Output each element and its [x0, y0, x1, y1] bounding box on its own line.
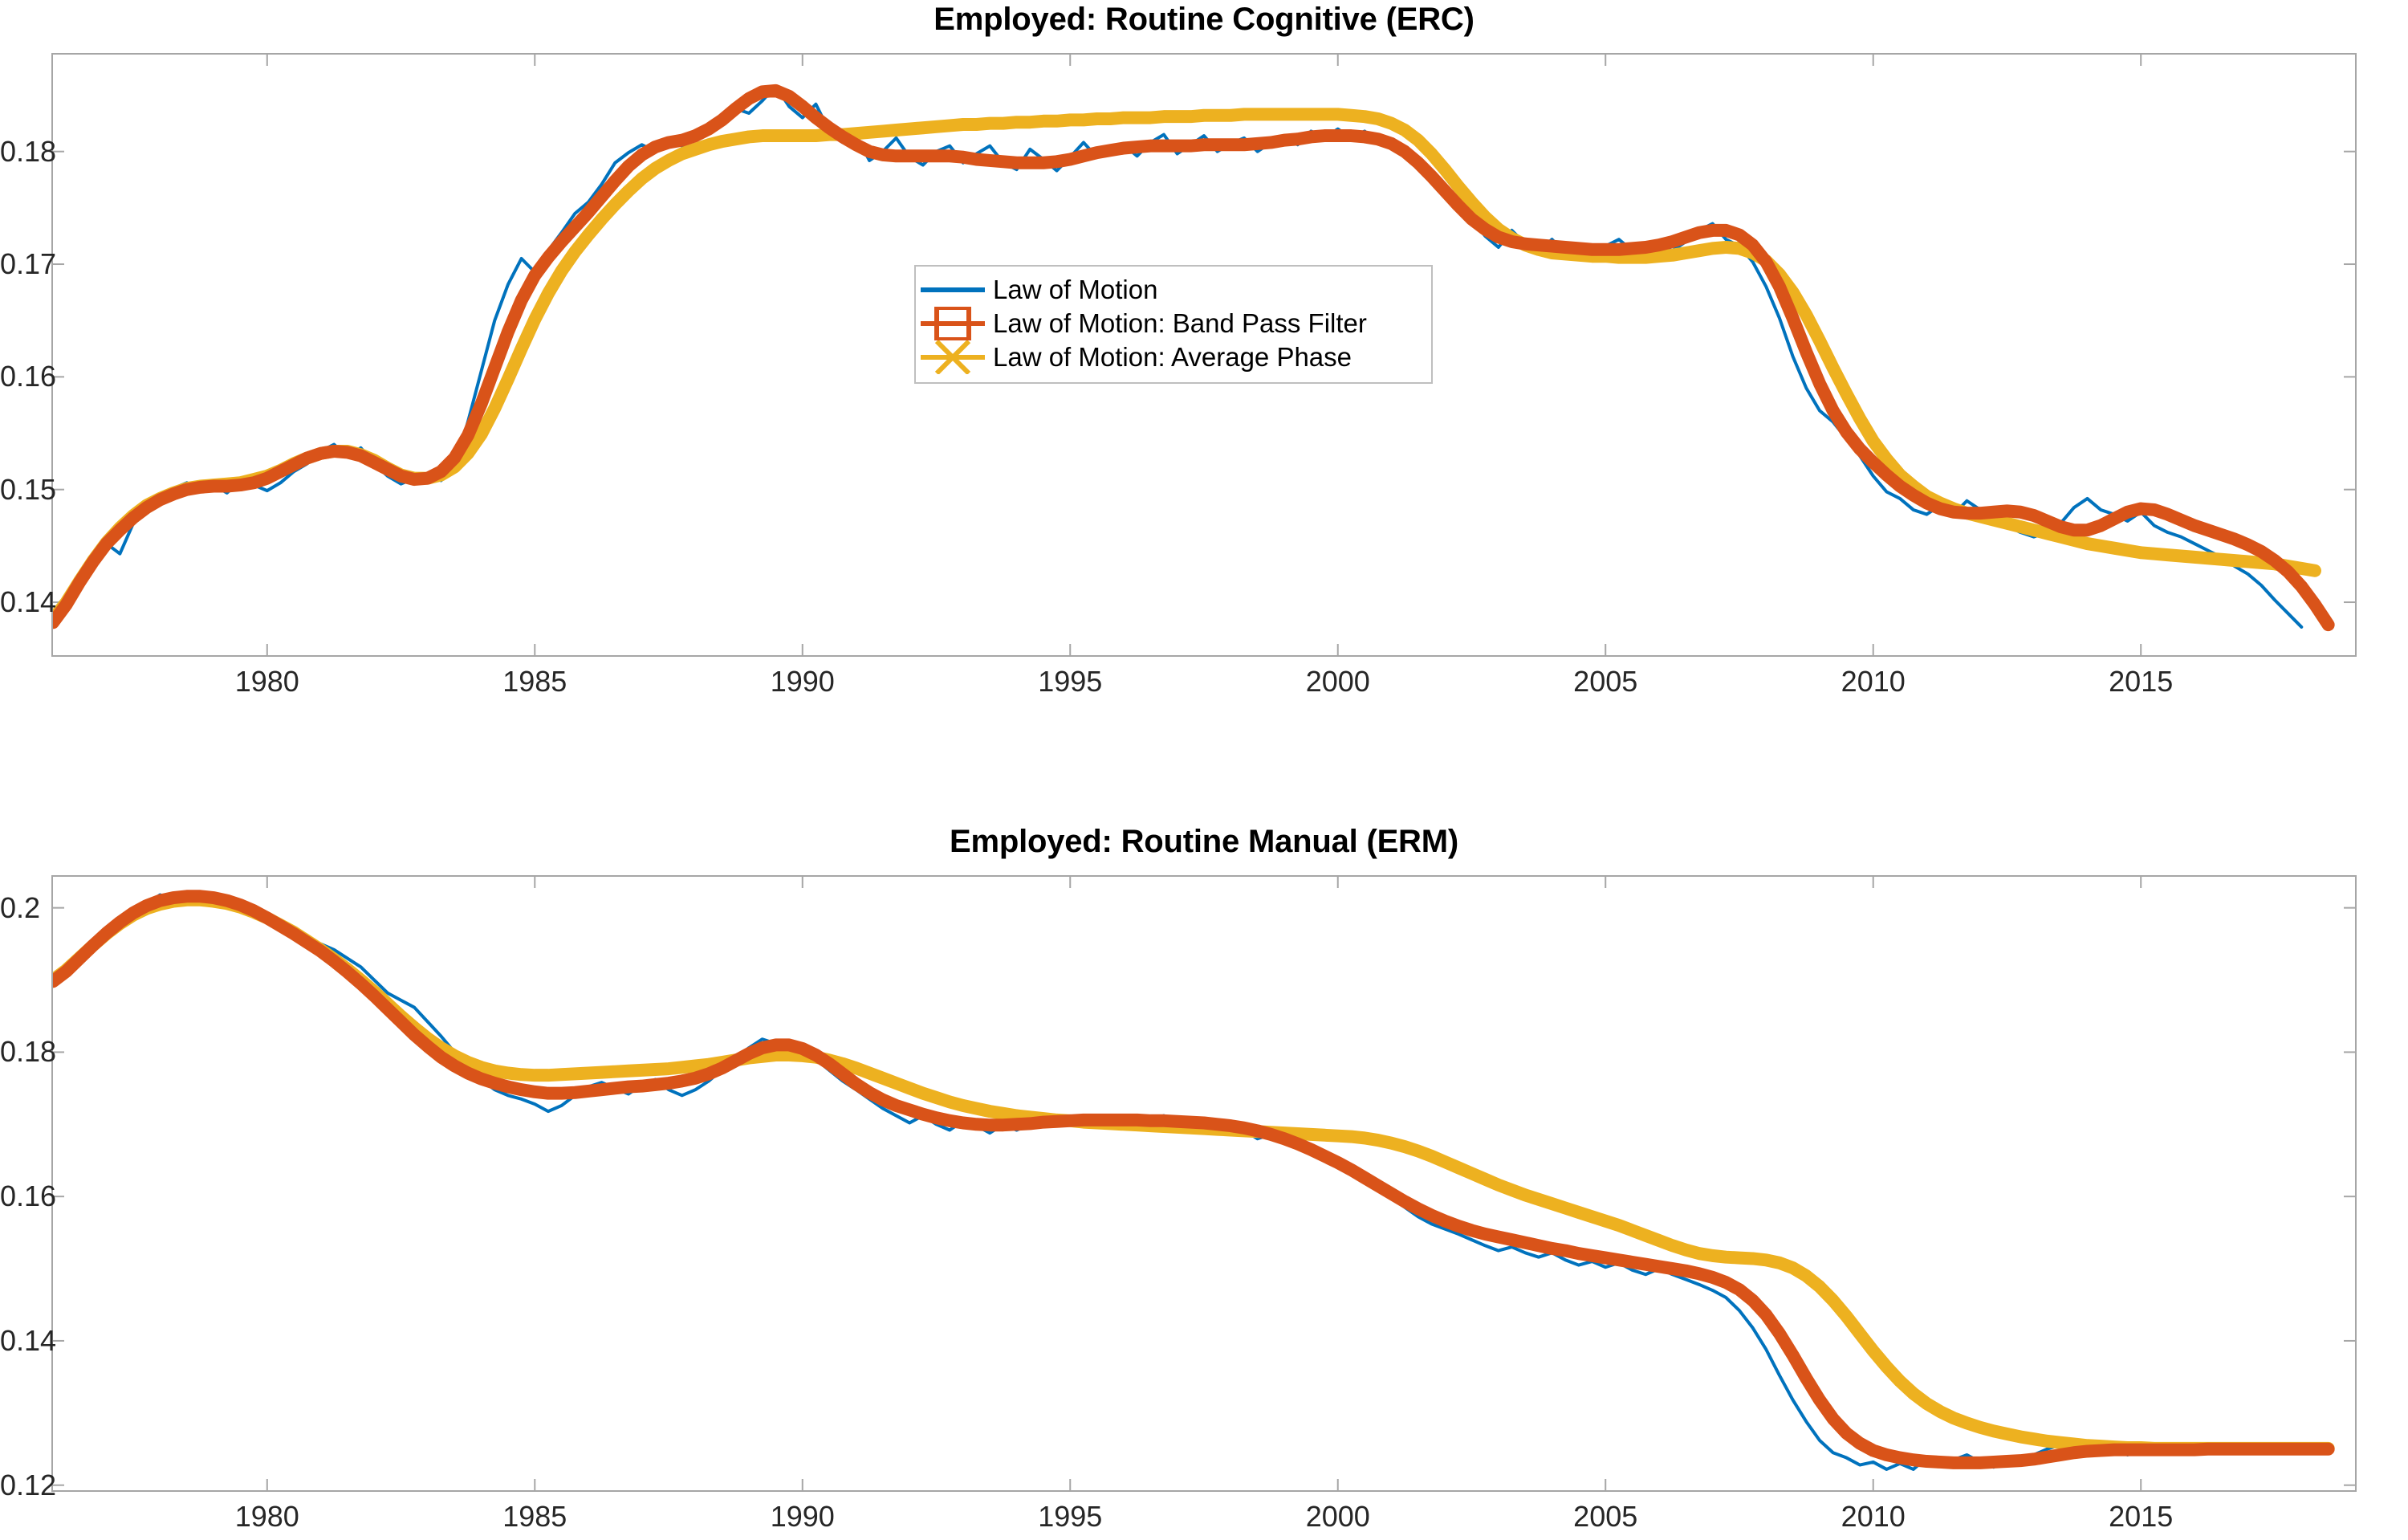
chart-title-bottom: Employed: Routine Manual (ERM) — [949, 824, 1458, 859]
y-tick-label: 0.16 — [0, 360, 57, 393]
x-tick-label: 1995 — [1038, 665, 1103, 698]
y-tick-label: 0.16 — [0, 1179, 57, 1213]
legend-swatch-band-pass-filter — [916, 305, 990, 342]
plot-area-bottom — [51, 875, 2357, 1492]
y-tick-label: 0.15 — [0, 472, 57, 506]
series-line-0 — [53, 890, 2304, 1471]
legend-swatch-average-phase — [916, 339, 990, 376]
legend-label-law-of-motion: Law of Motion — [993, 275, 1158, 304]
legend-label-band-pass-filter: Law of Motion: Band Pass Filter — [993, 308, 1367, 338]
legend-x-marker-icon — [921, 339, 985, 376]
legend-line-icon — [921, 287, 985, 292]
x-tick-label: 1995 — [1038, 1500, 1103, 1533]
x-tick-label: 1990 — [770, 1500, 835, 1533]
series-line-2 — [53, 893, 2335, 1455]
x-tick-label: 2000 — [1305, 665, 1370, 698]
legend-item-average-phase[interactable]: Law of Motion: Average Phase — [916, 339, 1431, 376]
x-tick-label: 1980 — [234, 665, 299, 698]
x-tick-label: 2015 — [2109, 665, 2174, 698]
x-tick-label: 2005 — [1573, 1500, 1638, 1533]
y-tick-label: 0.18 — [0, 134, 57, 168]
legend-item-band-pass-filter[interactable]: Law of Motion: Band Pass Filter — [916, 305, 1431, 342]
y-tick-label: 0.17 — [0, 247, 57, 281]
legend-swatch-law-of-motion — [916, 273, 990, 307]
y-tick-label: 0.18 — [0, 1035, 57, 1069]
x-tick-label: 2005 — [1573, 665, 1638, 698]
legend-label-average-phase: Law of Motion: Average Phase — [993, 342, 1352, 372]
chart-title-top: Employed: Routine Cognitive (ERC) — [934, 2, 1474, 37]
x-tick-label: 2010 — [1841, 665, 1906, 698]
y-tick-label: 0.14 — [0, 1323, 57, 1357]
series-line-1 — [53, 890, 2335, 1469]
legend-square-marker-icon — [921, 305, 985, 342]
y-tick-label: 0.14 — [0, 585, 57, 619]
y-tick-label: 0.2 — [0, 890, 41, 924]
plot-lines-bottom — [53, 877, 2355, 1490]
legend-top[interactable]: Law of Motion Law of Motion: Band Pass F… — [914, 265, 1433, 384]
x-tick-label: 1985 — [502, 1500, 567, 1533]
plot-lines-top — [53, 55, 2355, 655]
x-tick-label: 2000 — [1305, 1500, 1370, 1533]
x-tick-label: 1985 — [502, 665, 567, 698]
x-tick-label: 2010 — [1841, 1500, 1906, 1533]
x-tick-label: 1990 — [770, 665, 835, 698]
x-tick-label: 2015 — [2109, 1500, 2174, 1533]
series-line-1 — [53, 84, 2335, 632]
legend-item-law-of-motion[interactable]: Law of Motion — [916, 273, 1431, 307]
y-tick-label: 0.12 — [0, 1468, 57, 1501]
x-tick-label: 1980 — [234, 1500, 299, 1533]
